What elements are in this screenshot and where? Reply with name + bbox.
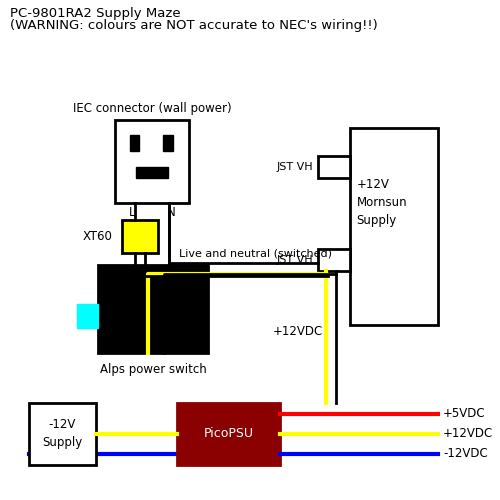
Bar — [122, 220, 158, 252]
Text: PC-9801RA2 Supply Maze: PC-9801RA2 Supply Maze — [10, 8, 180, 20]
Bar — [136, 167, 168, 178]
Text: +5VDC: +5VDC — [443, 407, 486, 420]
Text: N: N — [167, 206, 176, 220]
Text: +12VDC: +12VDC — [272, 326, 322, 338]
Bar — [28, 402, 96, 465]
Text: IEC connector (wall power): IEC connector (wall power) — [72, 102, 232, 115]
Text: PicoPSU: PicoPSU — [204, 427, 254, 440]
Text: -12VDC: -12VDC — [443, 447, 488, 460]
Bar — [350, 128, 438, 325]
Text: (WARNING: colours are NOT accurate to NEC's wiring!!): (WARNING: colours are NOT accurate to NE… — [10, 18, 378, 32]
Text: Alps power switch: Alps power switch — [100, 362, 206, 376]
Bar — [130, 135, 140, 152]
Bar — [115, 120, 189, 202]
Bar — [318, 248, 350, 271]
Bar — [98, 265, 208, 352]
Bar — [177, 402, 280, 465]
Text: L: L — [130, 206, 136, 220]
Bar — [163, 135, 173, 152]
Text: +12VDC: +12VDC — [443, 427, 493, 440]
Text: +12V
Mornsun
Supply: +12V Mornsun Supply — [356, 178, 408, 227]
Text: JST VH: JST VH — [277, 162, 314, 172]
Text: Live and neutral (switched): Live and neutral (switched) — [178, 248, 332, 258]
Text: -12V
Supply: -12V Supply — [42, 418, 82, 449]
Text: XT60: XT60 — [82, 230, 112, 243]
Bar — [76, 304, 98, 328]
Bar — [318, 156, 350, 178]
Text: JST VH: JST VH — [277, 255, 314, 265]
